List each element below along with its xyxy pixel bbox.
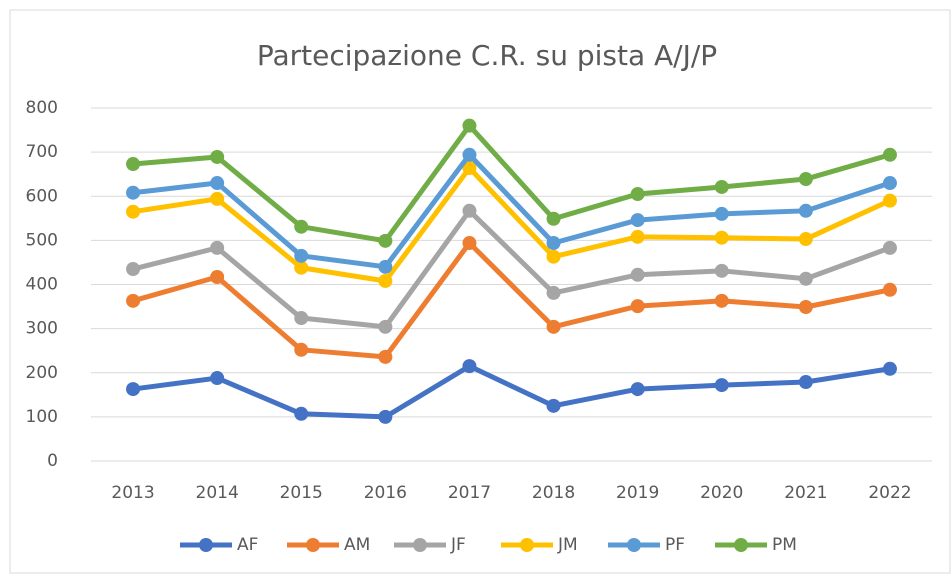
data-point [294, 311, 309, 326]
data-point [546, 319, 561, 334]
data-point [546, 249, 561, 264]
x-tick-label: 2018 [532, 483, 575, 503]
y-tick-label: 800 [26, 98, 58, 118]
legend-marker [306, 538, 320, 552]
data-point [378, 233, 393, 248]
y-tick-label: 400 [26, 275, 58, 295]
data-point [798, 172, 813, 187]
series-line [132, 363, 891, 420]
data-point [294, 248, 309, 263]
data-point [630, 229, 645, 244]
x-tick-label: 2021 [784, 483, 827, 503]
data-point [462, 203, 477, 218]
legend-marker [413, 538, 427, 552]
x-tick-label: 2019 [616, 483, 659, 503]
data-point [798, 271, 813, 286]
data-point [378, 409, 393, 424]
data-point [126, 262, 141, 277]
series-line [132, 208, 891, 330]
data-point [462, 147, 477, 162]
data-point [294, 342, 309, 357]
legend-label: PF [665, 535, 685, 555]
legend-marker [199, 538, 213, 552]
data-point [210, 176, 225, 191]
data-point [714, 230, 729, 245]
data-point [378, 349, 393, 364]
data-point [546, 236, 561, 251]
data-point [378, 319, 393, 334]
data-point [462, 359, 477, 374]
x-tick-label: 2020 [700, 483, 743, 503]
x-tick-label: 2017 [448, 483, 491, 503]
data-point [378, 259, 393, 274]
x-tick-label: 2016 [364, 483, 407, 503]
data-point [126, 293, 141, 308]
x-tick-label: 2014 [196, 483, 239, 503]
y-tick-label: 300 [26, 319, 58, 339]
data-point [126, 382, 141, 397]
data-point [882, 282, 897, 297]
data-point [714, 206, 729, 221]
legend-label: AM [344, 535, 370, 555]
y-tick-label: 700 [26, 142, 58, 162]
legend-marker [627, 538, 641, 552]
x-tick-label: 2022 [868, 483, 911, 503]
chart-title: Partecipazione C.R. su pista A/J/P [257, 39, 717, 72]
data-point [294, 219, 309, 234]
legend-marker [520, 538, 534, 552]
data-point [462, 118, 477, 133]
y-tick-label: 200 [26, 363, 58, 383]
data-point [714, 378, 729, 393]
data-point [714, 179, 729, 194]
y-tick-label: 0 [47, 451, 58, 471]
data-point [378, 273, 393, 288]
data-point [882, 240, 897, 255]
data-point [798, 232, 813, 247]
series-line [132, 240, 891, 360]
x-tick-label: 2013 [111, 483, 154, 503]
data-point [882, 147, 897, 162]
legend-label: JM [557, 535, 578, 555]
data-point [210, 371, 225, 386]
data-point [546, 285, 561, 300]
series-line [132, 152, 891, 270]
data-point [630, 213, 645, 228]
data-point [294, 406, 309, 421]
data-point [714, 263, 729, 278]
data-point [630, 187, 645, 202]
data-point [126, 185, 141, 200]
y-tick-label: 600 [26, 186, 58, 206]
data-point [210, 191, 225, 206]
legend-label: AF [237, 535, 258, 555]
x-tick-label: 2015 [280, 483, 323, 503]
data-point [210, 149, 225, 164]
data-point [126, 204, 141, 219]
y-tick-label: 500 [26, 230, 58, 250]
data-point [546, 398, 561, 413]
data-point [714, 293, 729, 308]
data-point [126, 157, 141, 172]
data-point [462, 236, 477, 251]
legend-marker [734, 538, 748, 552]
data-point [294, 260, 309, 275]
data-point [882, 193, 897, 208]
data-point [882, 176, 897, 191]
data-point [882, 361, 897, 376]
data-point [210, 269, 225, 284]
data-point [630, 299, 645, 314]
data-point [210, 240, 225, 255]
legend-label: PM [772, 535, 797, 555]
data-point [630, 382, 645, 397]
legend-label: JF [450, 535, 466, 555]
data-point [798, 300, 813, 315]
data-point [462, 161, 477, 176]
y-tick-label: 100 [26, 407, 58, 427]
data-point [798, 375, 813, 390]
data-point [546, 211, 561, 226]
series-line [132, 165, 891, 284]
series-line [132, 123, 891, 244]
data-point [630, 267, 645, 282]
data-point [798, 203, 813, 218]
